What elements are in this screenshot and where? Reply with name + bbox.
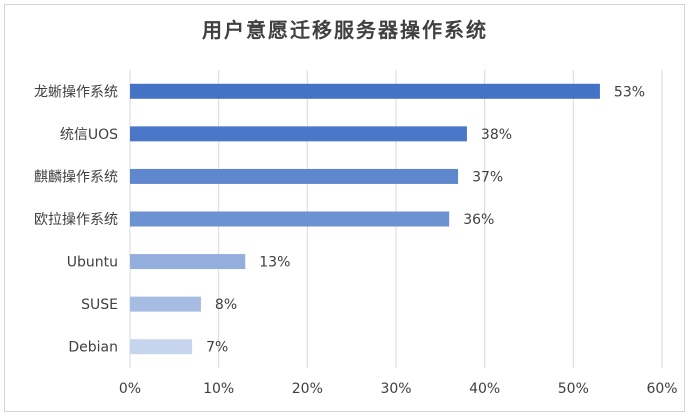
value-label: 7% [206,340,228,356]
x-tick-label: 10% [203,381,234,397]
x-tick-label: 20% [292,381,323,397]
category-label: 欧拉操作系统 [34,212,118,228]
x-tick-label: 60% [646,381,677,397]
category-label: Ubuntu [67,255,118,271]
bar [130,168,459,184]
value-label: 36% [463,212,494,228]
value-label: 13% [259,255,290,271]
bar [130,254,246,270]
chart-frame [4,4,685,412]
bar [130,339,193,355]
bar [130,83,600,99]
value-label: 53% [614,84,645,100]
bar [130,211,450,227]
category-label: 龙蜥操作系统 [34,84,118,100]
category-label: 统信UOS [60,127,118,143]
x-tick-label: 30% [380,381,411,397]
value-label: 37% [472,169,503,185]
x-tick-label: 50% [558,381,589,397]
chart-title: 用户意愿迁移服务器操作系统 [202,18,488,42]
category-label: 麒麟操作系统 [34,169,118,185]
x-tick-label: 0% [119,381,141,397]
category-label: Debian [68,340,118,356]
value-label: 8% [215,297,237,313]
x-tick-label: 40% [469,381,500,397]
value-label: 38% [481,127,512,143]
bar [130,296,201,312]
category-label: SUSE [81,297,118,313]
bar [130,126,467,142]
